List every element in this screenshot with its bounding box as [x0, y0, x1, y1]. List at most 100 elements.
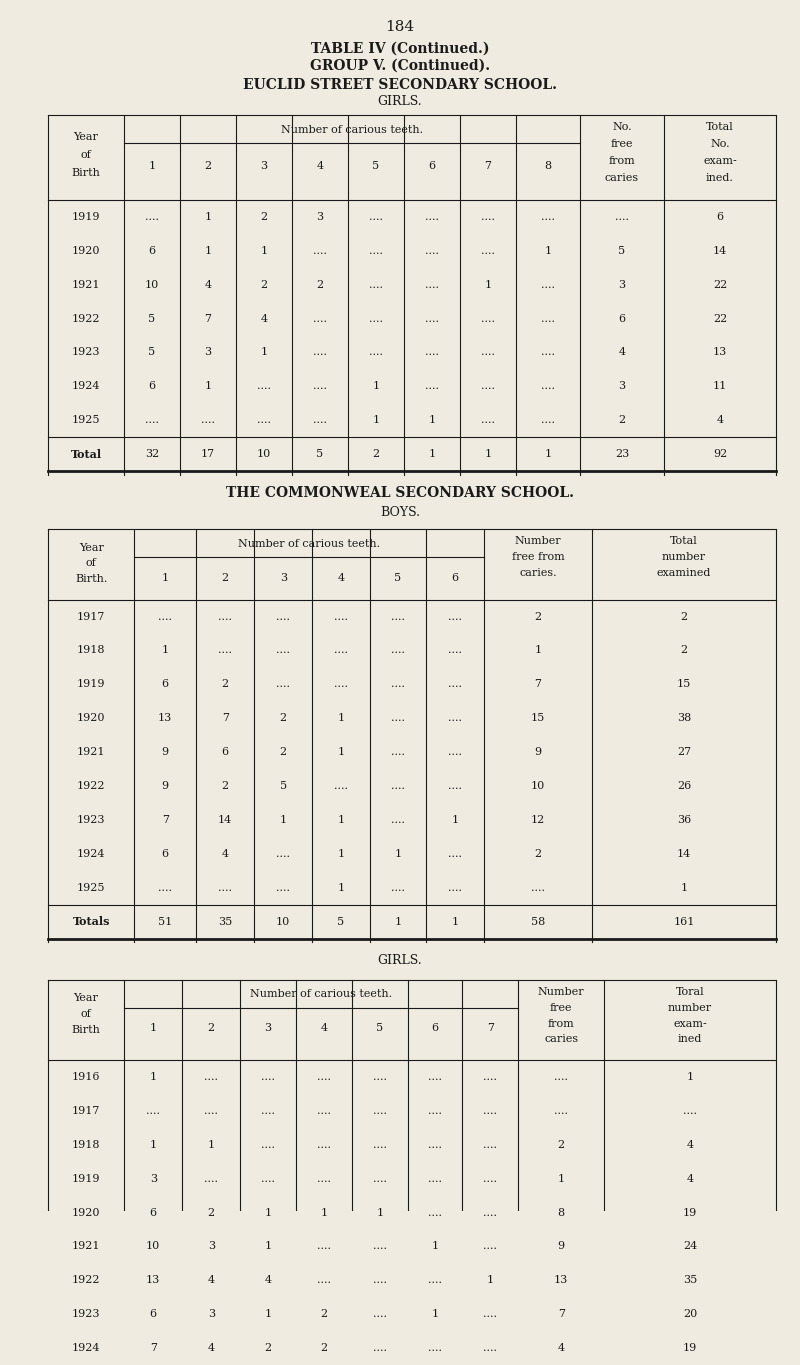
Text: 7: 7 — [162, 815, 169, 824]
Text: free: free — [610, 139, 634, 149]
Text: 4: 4 — [338, 573, 344, 583]
Text: 1: 1 — [429, 449, 435, 459]
Text: ....: .... — [317, 1174, 331, 1183]
Text: 92: 92 — [713, 449, 727, 459]
Text: ....: .... — [448, 646, 462, 655]
Text: 10: 10 — [146, 1241, 160, 1252]
Text: 3: 3 — [280, 573, 286, 583]
Text: ....: .... — [428, 1106, 442, 1115]
Text: 1916: 1916 — [72, 1072, 100, 1082]
Text: 3: 3 — [618, 381, 626, 392]
Text: 2: 2 — [208, 1024, 214, 1033]
Text: 1920: 1920 — [72, 246, 100, 255]
Text: ....: .... — [317, 1241, 331, 1252]
Text: 1922: 1922 — [72, 1275, 100, 1286]
Text: ....: .... — [428, 1140, 442, 1149]
Text: ....: .... — [554, 1072, 568, 1082]
Text: of: of — [81, 1009, 91, 1018]
Text: ....: .... — [683, 1106, 697, 1115]
Text: ....: .... — [425, 381, 439, 392]
Text: 1: 1 — [485, 280, 491, 289]
Text: ....: .... — [334, 781, 348, 792]
Text: ....: .... — [391, 883, 405, 893]
Text: 4: 4 — [317, 161, 323, 171]
Text: EUCLID STREET SECONDARY SCHOOL.: EUCLID STREET SECONDARY SCHOOL. — [243, 78, 557, 91]
Text: ....: .... — [334, 612, 348, 621]
Text: ....: .... — [481, 212, 495, 222]
Text: ....: .... — [425, 280, 439, 289]
Text: 11: 11 — [713, 381, 727, 392]
Text: 1: 1 — [265, 1241, 271, 1252]
Text: GIRLS.: GIRLS. — [378, 954, 422, 966]
Text: 1921: 1921 — [77, 747, 106, 758]
Text: ....: .... — [554, 1106, 568, 1115]
Text: 1918: 1918 — [72, 1140, 100, 1149]
Text: 1924: 1924 — [77, 849, 106, 859]
Text: 13: 13 — [713, 348, 727, 358]
Text: 184: 184 — [386, 19, 414, 34]
Text: 1: 1 — [280, 815, 286, 824]
Text: ....: .... — [317, 1275, 331, 1286]
Text: ....: .... — [483, 1343, 498, 1353]
Text: 6: 6 — [717, 212, 723, 222]
Text: 4: 4 — [222, 849, 229, 859]
Text: ....: .... — [428, 1343, 442, 1353]
Text: 1: 1 — [208, 1140, 214, 1149]
Text: Total: Total — [706, 123, 734, 132]
Text: 14: 14 — [713, 246, 727, 255]
Text: 1923: 1923 — [72, 348, 100, 358]
Text: 1: 1 — [681, 883, 687, 893]
Text: 1: 1 — [485, 449, 491, 459]
Text: ....: .... — [448, 680, 462, 689]
Text: 2: 2 — [261, 280, 267, 289]
Text: ....: .... — [481, 415, 495, 426]
Text: ....: .... — [261, 1174, 275, 1183]
Text: 23: 23 — [615, 449, 629, 459]
Text: 1: 1 — [162, 573, 169, 583]
Text: ....: .... — [481, 381, 495, 392]
Text: 14: 14 — [677, 849, 691, 859]
Text: 5: 5 — [317, 449, 323, 459]
Text: ....: .... — [483, 1072, 498, 1082]
Text: ....: .... — [448, 883, 462, 893]
Text: caries: caries — [605, 173, 639, 183]
Text: 1: 1 — [373, 415, 379, 426]
Text: ....: .... — [483, 1208, 498, 1218]
Text: 4: 4 — [717, 415, 723, 426]
Text: 15: 15 — [531, 714, 545, 723]
Text: 2: 2 — [205, 161, 211, 171]
Text: ....: .... — [541, 381, 555, 392]
Text: ....: .... — [481, 348, 495, 358]
Text: 1921: 1921 — [72, 280, 100, 289]
Text: ....: .... — [541, 415, 555, 426]
Text: ....: .... — [391, 815, 405, 824]
Text: ....: .... — [146, 1106, 160, 1115]
Text: 3: 3 — [150, 1174, 157, 1183]
Text: 3: 3 — [208, 1241, 214, 1252]
Text: ....: .... — [428, 1275, 442, 1286]
Text: ....: .... — [317, 1072, 331, 1082]
Text: GIRLS.: GIRLS. — [378, 96, 422, 108]
Text: ....: .... — [425, 314, 439, 324]
Text: 2: 2 — [317, 280, 323, 289]
Text: 1: 1 — [394, 917, 402, 927]
Text: ....: .... — [313, 415, 327, 426]
Text: 1924: 1924 — [72, 1343, 100, 1353]
Text: 1: 1 — [545, 246, 551, 255]
Text: 4: 4 — [208, 1343, 214, 1353]
Text: ....: .... — [483, 1106, 498, 1115]
Text: 1917: 1917 — [77, 612, 106, 621]
Text: ....: .... — [261, 1106, 275, 1115]
Text: ....: .... — [481, 246, 495, 255]
Text: 5: 5 — [338, 917, 344, 927]
Text: 9: 9 — [534, 747, 542, 758]
Text: 36: 36 — [677, 815, 691, 824]
Text: 1: 1 — [150, 1140, 157, 1149]
Text: 1: 1 — [261, 348, 267, 358]
Text: ....: .... — [373, 1106, 387, 1115]
Text: ....: .... — [483, 1309, 498, 1319]
Text: 19: 19 — [683, 1343, 697, 1353]
Text: 5: 5 — [394, 573, 402, 583]
Text: 1: 1 — [321, 1208, 327, 1218]
Text: 10: 10 — [531, 781, 545, 792]
